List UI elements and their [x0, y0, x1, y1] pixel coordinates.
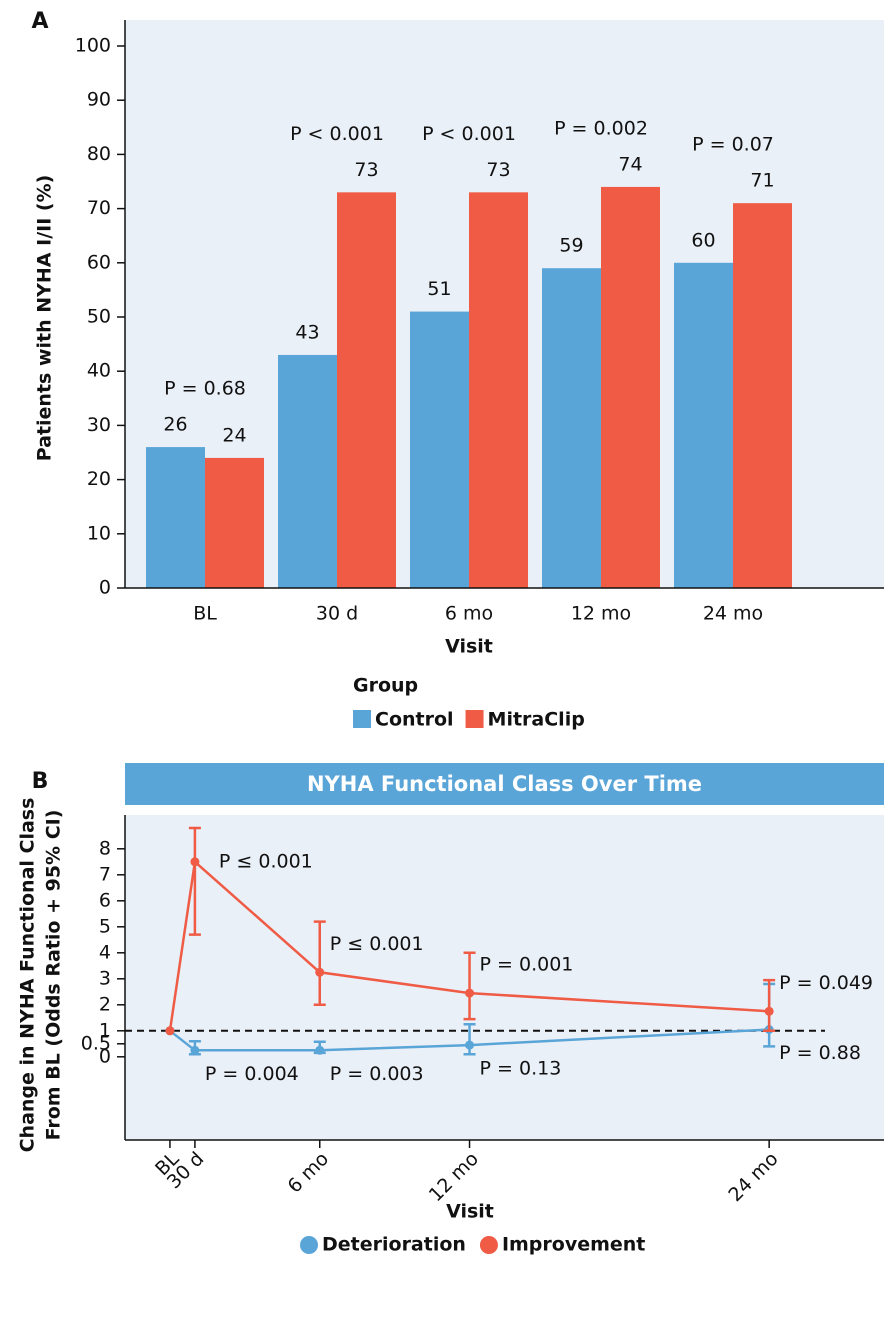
- error-bar: [188, 826, 201, 936]
- x-tick-label: 6 mo: [445, 603, 493, 625]
- x-tick-label: 12 mo: [425, 1148, 483, 1206]
- value-label: 43: [295, 321, 319, 343]
- y-tick-label: 8: [99, 837, 111, 859]
- y-tick-label: 5: [99, 915, 111, 937]
- p-value: P = 0.13: [480, 1058, 562, 1080]
- point: [315, 967, 325, 977]
- value-label: 60: [691, 229, 715, 251]
- value-label: 71: [750, 170, 774, 192]
- p-value: P = 0.001: [480, 954, 574, 976]
- y-tick-label: 2: [99, 993, 111, 1015]
- y-tick-label: 20: [87, 468, 111, 490]
- bar: [542, 268, 601, 588]
- y-axis-label: From BL (Odds Ratio + 95% CI): [43, 810, 65, 1141]
- legend-label: Deterioration: [322, 1234, 466, 1256]
- y-tick-label: 6: [99, 889, 111, 911]
- error-bar: [313, 920, 326, 1007]
- legend-label: MitraClip: [488, 709, 585, 731]
- value-label: 74: [618, 153, 642, 175]
- y-axis-label: Change in NYHA Functional Class: [17, 798, 39, 1153]
- value-label: 59: [559, 235, 583, 257]
- p-value: P < 0.001: [422, 123, 516, 145]
- p-value: P = 0.68: [164, 378, 246, 400]
- y-tick-label: 0.5: [81, 1032, 111, 1054]
- plot-bg: [125, 815, 884, 1140]
- value-label: 73: [354, 159, 378, 181]
- value-label: 26: [163, 414, 187, 436]
- p-value: P = 0.003: [330, 1063, 424, 1085]
- legend-marker: [300, 1236, 318, 1254]
- legend-swatch: [465, 710, 484, 728]
- y-tick-label: 70: [87, 197, 111, 219]
- panel-label: B: [32, 769, 49, 794]
- x-tick-label: 24 mo: [724, 1148, 782, 1206]
- y-tick-label: 0: [99, 577, 111, 599]
- error-bar: [763, 978, 776, 1033]
- legend-marker: [479, 1236, 498, 1254]
- p-value: P ≤ 0.001: [219, 850, 313, 872]
- value-label: 51: [427, 278, 451, 300]
- y-tick-label: 4: [99, 941, 111, 963]
- legend-swatch: [353, 710, 371, 728]
- y-tick-label: 90: [87, 89, 111, 111]
- p-value: P ≤ 0.001: [330, 933, 424, 955]
- x-tick-label: 30 d: [316, 603, 358, 625]
- y-tick-label: 50: [87, 306, 111, 328]
- chart-title: NYHA Functional Class Over Time: [307, 772, 702, 796]
- p-value: P < 0.001: [290, 123, 384, 145]
- point: [165, 1026, 175, 1036]
- y-tick-label: 7: [99, 863, 111, 885]
- x-axis-label: Visit: [445, 636, 493, 658]
- bar: [674, 262, 733, 588]
- x-tick-label: 12 mo: [571, 603, 631, 625]
- panel-label: A: [31, 9, 48, 34]
- point: [465, 988, 475, 998]
- bar: [278, 354, 337, 588]
- x-axis-label: Visit: [446, 1201, 494, 1223]
- error-bar: [463, 951, 476, 1021]
- p-value: P = 0.049: [779, 972, 873, 994]
- y-tick-label: 3: [99, 967, 111, 989]
- point: [465, 1040, 475, 1050]
- bar: [410, 311, 469, 588]
- x-tick-label: BL: [193, 603, 217, 625]
- bar: [601, 186, 660, 589]
- point: [190, 857, 200, 867]
- bar: [146, 447, 205, 588]
- value-label: 24: [222, 424, 246, 446]
- x-tick-label: 6 mo: [283, 1148, 333, 1198]
- p-value: P = 0.88: [779, 1042, 861, 1064]
- p-value: P = 0.004: [205, 1063, 299, 1085]
- x-tick-label: 24 mo: [703, 603, 763, 625]
- y-tick-label: 1: [99, 1019, 111, 1041]
- y-tick-label: 100: [75, 35, 111, 57]
- y-tick-label: 30: [87, 414, 111, 436]
- y-tick-label: 40: [87, 360, 111, 382]
- y-tick-label: 0: [99, 1045, 111, 1067]
- p-value: P = 0.07: [692, 134, 774, 156]
- bar: [733, 203, 792, 588]
- point: [764, 1006, 774, 1016]
- legend-label: Control: [375, 709, 454, 731]
- bar: [337, 192, 396, 588]
- legend-title: Group: [353, 675, 418, 697]
- bar: [469, 192, 528, 588]
- bar: [205, 457, 264, 588]
- y-axis-label: Patients with NYHA I/II (%): [34, 175, 56, 462]
- point: [315, 1045, 325, 1055]
- y-tick-label: 80: [87, 143, 111, 165]
- point: [190, 1045, 200, 1055]
- title-bar: [125, 763, 884, 805]
- y-tick-label: 10: [87, 522, 111, 544]
- value-label: 73: [486, 159, 510, 181]
- legend-label: Improvement: [502, 1234, 645, 1256]
- p-value: P = 0.002: [554, 117, 648, 139]
- y-tick-label: 60: [87, 251, 111, 273]
